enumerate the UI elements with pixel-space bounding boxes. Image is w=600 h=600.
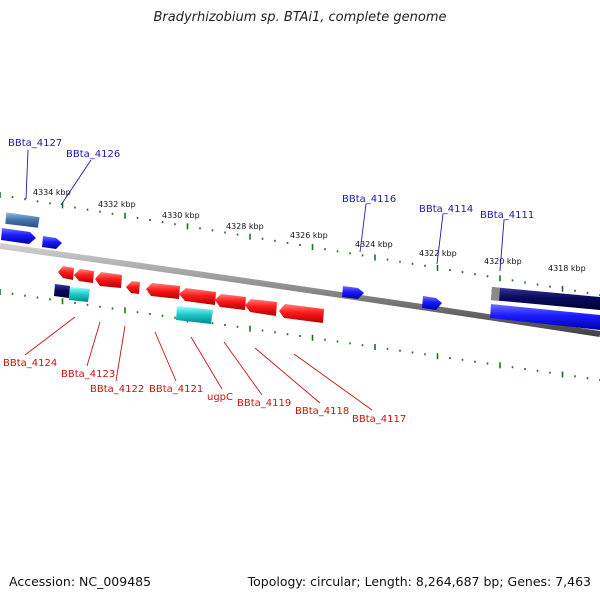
gene-bbta-4122b[interactable] (126, 281, 140, 294)
map-title: Bradyrhizobium sp. BTAi1, complete genom… (153, 10, 447, 25)
tick-label-4318: 4318 kbp (548, 264, 586, 273)
tick-label-4328: 4328 kbp (226, 222, 264, 231)
gene-bbta-4111[interactable] (490, 304, 600, 330)
label-bbta-4126[interactable]: BBta_4126 (66, 149, 120, 160)
genome-backbone (0, 243, 600, 337)
gene-ugpc[interactable] (179, 288, 216, 305)
topology-text: Topology: circular; Length: 8,264,687 bp… (247, 574, 591, 589)
forward-gene-labels: BBta_4127 BBta_4126 BBta_4116 BBta_4114 … (8, 138, 534, 221)
reverse-gene-labels: BBta_4124 BBta_4123 BBta_4122 BBta_4121 … (3, 358, 406, 425)
label-bbta-4111[interactable]: BBta_4111 (480, 210, 534, 221)
label-bbta-4123[interactable]: BBta_4123 (61, 369, 115, 380)
gene-bbta-4111-grey[interactable] (491, 287, 500, 301)
lower-tick-scale (0, 289, 600, 381)
gene-bbta-4123a[interactable] (58, 266, 74, 280)
accession-text: Accession: NC_009485 (9, 574, 152, 589)
label-bbta-4124[interactable]: BBta_4124 (3, 358, 57, 369)
label-bbta-4127[interactable]: BBta_4127 (8, 138, 62, 149)
gene-bbta-4117[interactable] (279, 304, 324, 323)
forward-strand-genes (1, 211, 600, 330)
gene-bbta-4116[interactable] (342, 286, 364, 299)
forward-leader-lines (25, 149, 505, 272)
reverse-leader-lines (24, 316, 373, 411)
label-ugpc[interactable]: ugpC (207, 392, 233, 403)
gene-bbta-4123[interactable] (74, 269, 94, 283)
label-bbta-4121[interactable]: BBta_4121 (149, 384, 203, 395)
gene-bbta-4114[interactable] (422, 296, 442, 310)
gene-bbta-4127-outer[interactable] (1, 228, 36, 244)
tick-label-4334: 4334 kbp (33, 188, 71, 197)
tick-label-4326: 4326 kbp (290, 231, 328, 240)
gene-bbta-4124[interactable] (69, 287, 90, 302)
gene-bbta-4121[interactable] (146, 283, 180, 299)
gene-bbta-4122[interactable] (95, 272, 122, 288)
label-bbta-4116[interactable]: BBta_4116 (342, 194, 396, 205)
tick-label-4330: 4330 kbp (162, 211, 200, 220)
gene-bbta-4111-dark[interactable] (491, 287, 600, 310)
tick-label-4332: 4332 kbp (98, 200, 136, 209)
gene-bbta-4118[interactable] (245, 299, 277, 316)
gene-bbta-4127[interactable] (4, 211, 41, 229)
label-bbta-4122[interactable]: BBta_4122 (90, 384, 144, 395)
gene-ugpc-rna[interactable] (176, 306, 213, 324)
reverse-strand-genes (54, 266, 324, 324)
gene-bbta-4126[interactable] (42, 236, 62, 249)
label-bbta-4114[interactable]: BBta_4114 (419, 204, 473, 215)
gene-bbta-4124-dark[interactable] (54, 284, 70, 298)
upper-tick-scale (0, 192, 600, 296)
tick-label-4324: 4324 kbp (355, 240, 393, 249)
label-bbta-4119[interactable]: BBta_4119 (237, 398, 291, 409)
gene-bbta-4119[interactable] (215, 294, 246, 310)
label-bbta-4117[interactable]: BBta_4117 (352, 414, 406, 425)
tick-label-4320: 4320 kbp (484, 257, 522, 266)
label-bbta-4118[interactable]: BBta_4118 (295, 406, 349, 417)
